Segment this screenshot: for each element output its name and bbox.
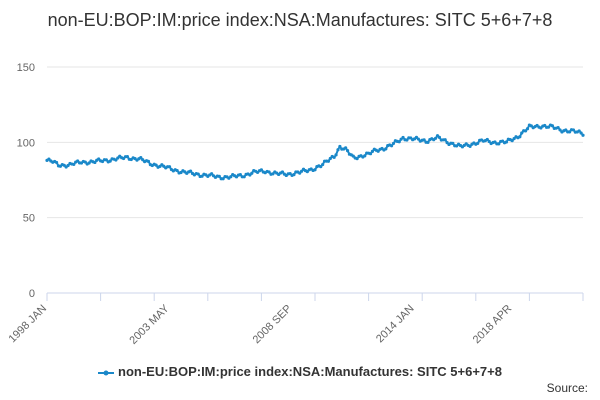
data-point <box>188 169 193 173</box>
data-point <box>556 125 560 130</box>
data-point <box>267 170 271 174</box>
data-point <box>280 170 285 174</box>
x-axis-ticks: 1998 JAN 2003 MAY 2008 SEP 2014 JAN 2018 APR <box>6 293 584 347</box>
x-tick-label: 2014 JAN <box>374 303 417 346</box>
data-point <box>154 163 158 167</box>
data-point <box>146 159 151 163</box>
data-point <box>487 139 491 144</box>
data-point <box>520 131 524 135</box>
data-point <box>416 137 420 141</box>
y-tick-label: 100 <box>17 137 35 149</box>
data-point <box>391 141 396 146</box>
data-point <box>72 162 76 167</box>
data-point <box>384 147 388 151</box>
data-point <box>451 141 455 145</box>
data-point <box>518 135 522 139</box>
data-point <box>108 159 112 163</box>
source-label: Source: <box>546 381 588 395</box>
data-point <box>175 168 179 173</box>
data-point <box>550 124 554 128</box>
data-point <box>336 148 340 152</box>
data-point <box>437 135 442 139</box>
data-point <box>368 152 373 156</box>
y-tick-label: 150 <box>17 62 35 74</box>
data-point <box>210 172 214 176</box>
data-point <box>229 175 233 179</box>
data-point <box>558 128 562 132</box>
data-point <box>250 171 254 175</box>
data-point <box>242 175 246 179</box>
y-tick-label: 50 <box>23 213 35 225</box>
data-point <box>571 128 576 132</box>
series-markers <box>45 123 585 181</box>
data-point <box>468 144 472 148</box>
data-point <box>217 174 221 178</box>
data-point <box>546 125 551 129</box>
data-point <box>434 136 438 140</box>
data-point <box>370 149 375 153</box>
y-tick-label: 0 <box>29 288 35 300</box>
legend[interactable]: non-EU:BOP:IM:price index:NSA:Manufactur… <box>0 364 600 379</box>
data-point <box>332 155 336 159</box>
data-point <box>338 144 342 149</box>
data-point <box>523 129 528 133</box>
data-point <box>426 140 430 144</box>
data-point <box>83 160 87 164</box>
data-point <box>54 160 59 165</box>
data-point <box>200 174 204 178</box>
data-point <box>125 155 129 159</box>
data-point <box>344 146 348 150</box>
data-point <box>510 139 514 143</box>
data-point <box>196 172 200 176</box>
x-tick-label: 2008 SEP <box>251 303 295 347</box>
data-point <box>300 169 304 173</box>
chart-title: non-EU:BOP:IM:price index:NSA:Manufactur… <box>47 10 553 30</box>
data-point <box>476 141 480 145</box>
data-point <box>104 158 108 162</box>
data-point <box>355 157 359 161</box>
data-point <box>259 168 263 172</box>
data-point <box>326 159 330 163</box>
data-point <box>376 149 380 153</box>
data-point <box>581 133 585 137</box>
data-point <box>397 140 401 144</box>
data-point <box>167 165 172 169</box>
data-point <box>221 177 225 181</box>
data-point <box>443 138 447 142</box>
data-point <box>238 173 242 177</box>
data-point <box>93 160 97 165</box>
data-point <box>363 154 367 158</box>
data-point <box>497 142 501 146</box>
data-point <box>577 129 581 133</box>
data-point <box>389 144 394 148</box>
data-point <box>292 173 296 177</box>
data-point <box>114 158 118 162</box>
data-point <box>66 163 70 168</box>
x-tick-label: 2003 MAY <box>127 302 172 347</box>
data-point <box>568 130 572 134</box>
y-axis-ticks: 0 50 100 150 <box>17 62 35 300</box>
data-point <box>525 127 530 131</box>
data-point <box>579 131 583 135</box>
x-tick-label: 2018 APR <box>471 303 515 347</box>
data-point <box>319 165 323 169</box>
data-point <box>504 140 509 144</box>
data-point <box>422 138 426 142</box>
x-tick-label: 1998 JAN <box>6 303 49 346</box>
legend-symbol-icon <box>98 370 115 376</box>
data-point <box>405 138 409 142</box>
data-point <box>139 156 143 160</box>
data-point <box>401 135 405 140</box>
data-point <box>345 149 350 153</box>
data-point <box>485 137 489 142</box>
data-point <box>87 161 91 165</box>
data-point <box>313 168 317 172</box>
data-point <box>334 153 338 157</box>
legend-label: non-EU:BOP:IM:price index:NSA:Manufactur… <box>118 364 502 379</box>
data-point <box>321 162 325 167</box>
